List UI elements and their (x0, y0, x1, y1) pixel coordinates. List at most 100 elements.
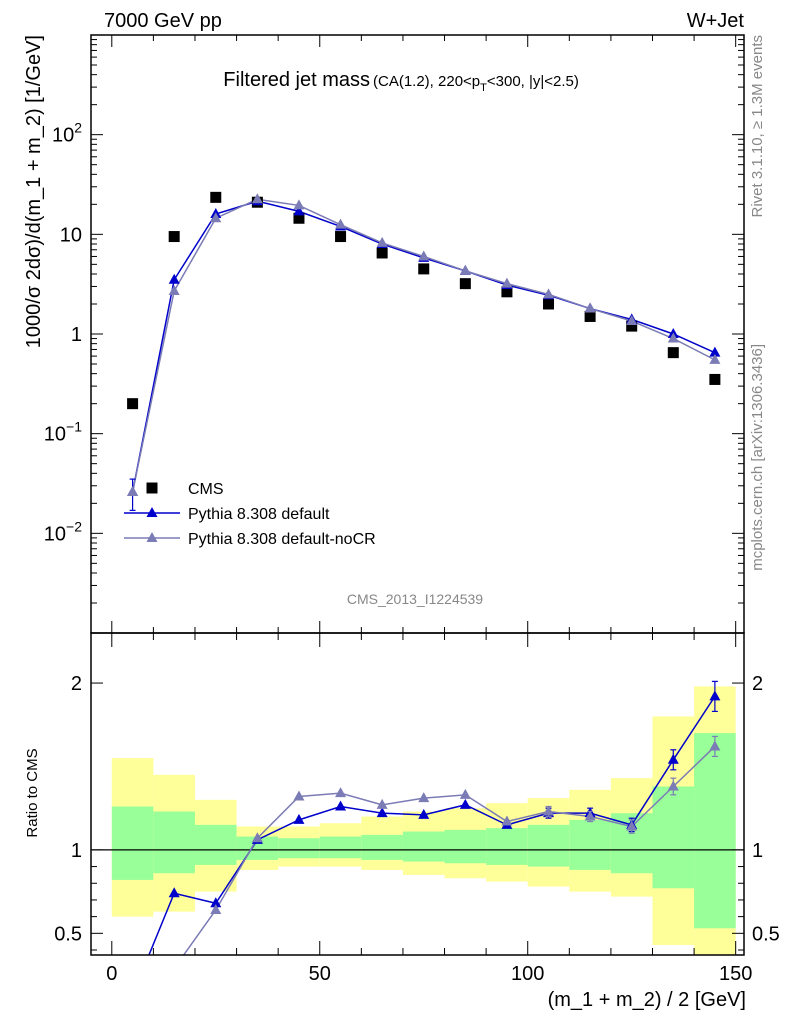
y-tick-label: 10−1 (44, 419, 82, 446)
plot-subtitle: (CA(1.2), 220<pT<300, |y|<2.5) (373, 73, 579, 94)
data-point-series-2 (251, 193, 263, 204)
y-axis-label: 1000/σ 2dσ)/d(m_1 + m_2) [1/GeV] (23, 35, 45, 348)
plot-title: Filtered jet mass (223, 69, 370, 91)
data-point-cms (584, 310, 596, 322)
data-point-cms (376, 247, 388, 259)
ratio-y-tick-label: 2 (71, 673, 82, 695)
legend: CMS Pythia 8.308 default Pythia 8.308 defa… (124, 481, 376, 548)
band-inner (694, 733, 736, 929)
x-tick-label: 100 (511, 963, 544, 985)
data-point-series-2 (210, 212, 222, 223)
data-point-cms (210, 191, 222, 203)
data-point-series-2 (459, 264, 471, 275)
data-point-cms (709, 373, 721, 385)
ratio-point-series-0 (709, 690, 721, 701)
ratio-frame (90, 632, 745, 956)
data-point-cms (667, 347, 679, 359)
y-tick-label: 1 (71, 324, 82, 346)
data-point-series-2 (584, 302, 596, 313)
y-tick-label: 10−2 (44, 518, 82, 545)
ratio-point-series-1 (169, 962, 180, 972)
ratio-point-series-0 (418, 808, 430, 819)
ratio-point-series-1 (127, 989, 138, 999)
data-point-cms (418, 263, 430, 275)
ratio-y-label: Ratio to CMS (24, 748, 41, 837)
header-left: 7000 GeV pp (104, 10, 222, 32)
data-point-series-2 (626, 315, 638, 326)
data-point-series-2 (127, 485, 139, 496)
ratio-point-series-0 (459, 798, 471, 809)
y-tick-label: 102 (52, 120, 82, 147)
legend-marker (146, 532, 158, 542)
legend-marker-cms (146, 482, 158, 494)
ratio-point-series-1 (709, 740, 721, 751)
ratio-y-tick-label-right: 1 (752, 840, 763, 862)
rivet-label: Rivet 3.1.10, ≥ 1.3M events (749, 35, 766, 218)
x-axis-label: (m_1 + m_2) / 2 [GeV] (548, 989, 746, 1011)
ratio-point-series-1 (543, 805, 555, 816)
ratio-y-tick-label: 0.5 (54, 923, 82, 945)
ratio-point-series-1 (584, 810, 596, 821)
data-point-cms (127, 398, 139, 410)
ratio-point-series-0 (127, 989, 138, 999)
data-point-cms (626, 320, 638, 332)
band-inner (278, 838, 320, 859)
ratio-point-series-1 (210, 903, 222, 914)
mcplots-label: mcplots.cern.ch [arXiv:1306.3436] (749, 344, 766, 571)
data-point-series-2 (543, 288, 555, 299)
ratio-point-series-0 (335, 800, 347, 811)
ratio-point-series-1 (667, 780, 679, 791)
data-point-cms (543, 298, 555, 310)
band-inner (236, 836, 279, 860)
band-inner (569, 819, 611, 870)
ratio-y-tick-label: 1 (71, 840, 82, 862)
ratio-point-series-1 (626, 820, 638, 831)
band-inner (486, 828, 528, 865)
band-inner (527, 824, 570, 867)
band-inner (361, 834, 403, 860)
legend-label: Pythia 8.308 default (188, 506, 330, 523)
header-right: W+Jet (687, 10, 745, 32)
data-point-cms (459, 278, 471, 290)
x-tick-label: 0 (106, 963, 117, 985)
data-point-cms (168, 231, 180, 243)
band-inner (153, 811, 195, 874)
ratio-y-tick-label-right: 2 (752, 673, 763, 695)
ratio-point-series-1 (293, 790, 305, 801)
band-inner (652, 786, 695, 889)
ratio-panel: 0.5 0.5 1 1 2 2 0 50 100 150 Ratio to CMS (m_1 + … (24, 632, 780, 1011)
band-inner (319, 836, 362, 859)
band-inner (194, 824, 237, 865)
ratio-point-series-1 (335, 787, 347, 798)
data-point-series-2 (667, 332, 679, 343)
band-inner (111, 806, 154, 880)
ratio-point-series-1 (459, 788, 471, 799)
legend-marker (146, 507, 158, 517)
analysis-watermark: CMS_2013_I1224539 (347, 591, 483, 607)
ratio-point-series-1 (501, 815, 513, 826)
data-point-cms (293, 212, 305, 224)
ratio-point-series-0 (210, 897, 222, 908)
data-point-series-2 (501, 277, 513, 288)
data-point-series-2 (335, 218, 347, 229)
x-tick-label: 150 (719, 963, 752, 985)
legend-label: Pythia 8.308 default-noCR (188, 531, 376, 548)
main-panel: 10−2 10−1 1 10 102 Filtered jet mass (CA(1.2… (23, 34, 745, 634)
data-point-cms (335, 231, 347, 243)
data-point-series-1 (709, 346, 721, 357)
data-point-series-2 (376, 236, 388, 247)
ratio-point-series-0 (376, 807, 388, 818)
band-inner (402, 831, 445, 862)
y-tick-label: 10 (60, 224, 82, 246)
ratio-point-series-0 (168, 887, 180, 898)
ratio-point-series-0 (293, 813, 305, 824)
x-tick-label: 50 (309, 963, 331, 985)
legend-label: CMS (188, 481, 224, 498)
data-point-series-2 (709, 353, 721, 364)
ratio-point-series-1 (418, 792, 430, 803)
data-point-series-2 (168, 285, 180, 296)
data-point-series-1 (168, 273, 180, 284)
ratio-point-series-1 (376, 798, 388, 809)
ratio-y-tick-label-right: 0.5 (752, 923, 780, 945)
